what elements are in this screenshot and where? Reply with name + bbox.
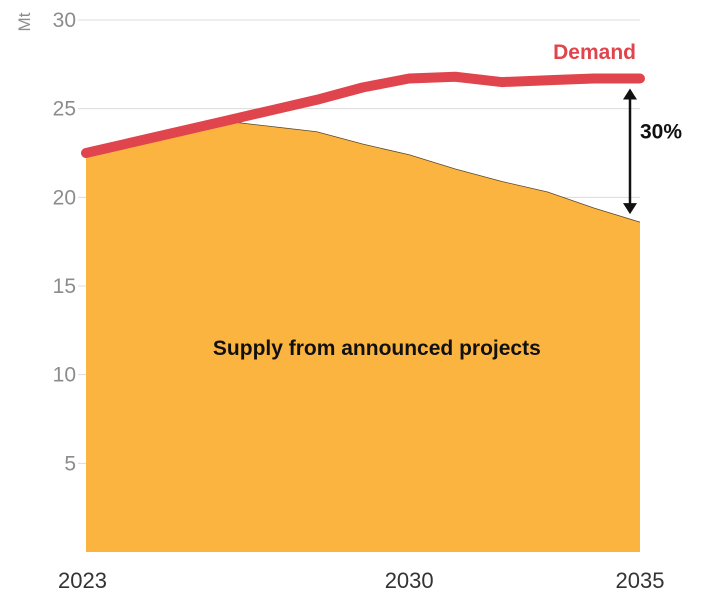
axes: 5 10 15 20 25 30 Mt 2023 2030 2035	[15, 9, 664, 593]
y-tick-label: 10	[53, 364, 76, 387]
gap-arrow-head-up	[623, 88, 637, 100]
supply-series-label: Supply from announced projects	[213, 337, 541, 360]
x-tick-label: 2030	[385, 568, 434, 593]
x-tick-label: 2023	[58, 568, 107, 593]
demand-line	[81, 71, 645, 158]
demand-series-label: Demand	[553, 41, 636, 64]
y-axis-unit: Mt	[15, 12, 34, 31]
supply-area	[86, 121, 640, 552]
y-tick-label: 5	[64, 452, 76, 475]
demand-line-layer	[81, 71, 645, 158]
y-tick-label: 30	[53, 9, 76, 32]
annotations: Supply from announced projects Demand 30%	[213, 41, 682, 360]
x-tick-label: 2035	[616, 568, 665, 593]
y-tick-label: 15	[53, 275, 76, 298]
gap-arrow-head-down	[623, 203, 637, 215]
gap-percent-label: 30%	[640, 120, 682, 143]
y-tick-label: 25	[53, 98, 76, 121]
y-tick-label: 20	[53, 186, 76, 209]
